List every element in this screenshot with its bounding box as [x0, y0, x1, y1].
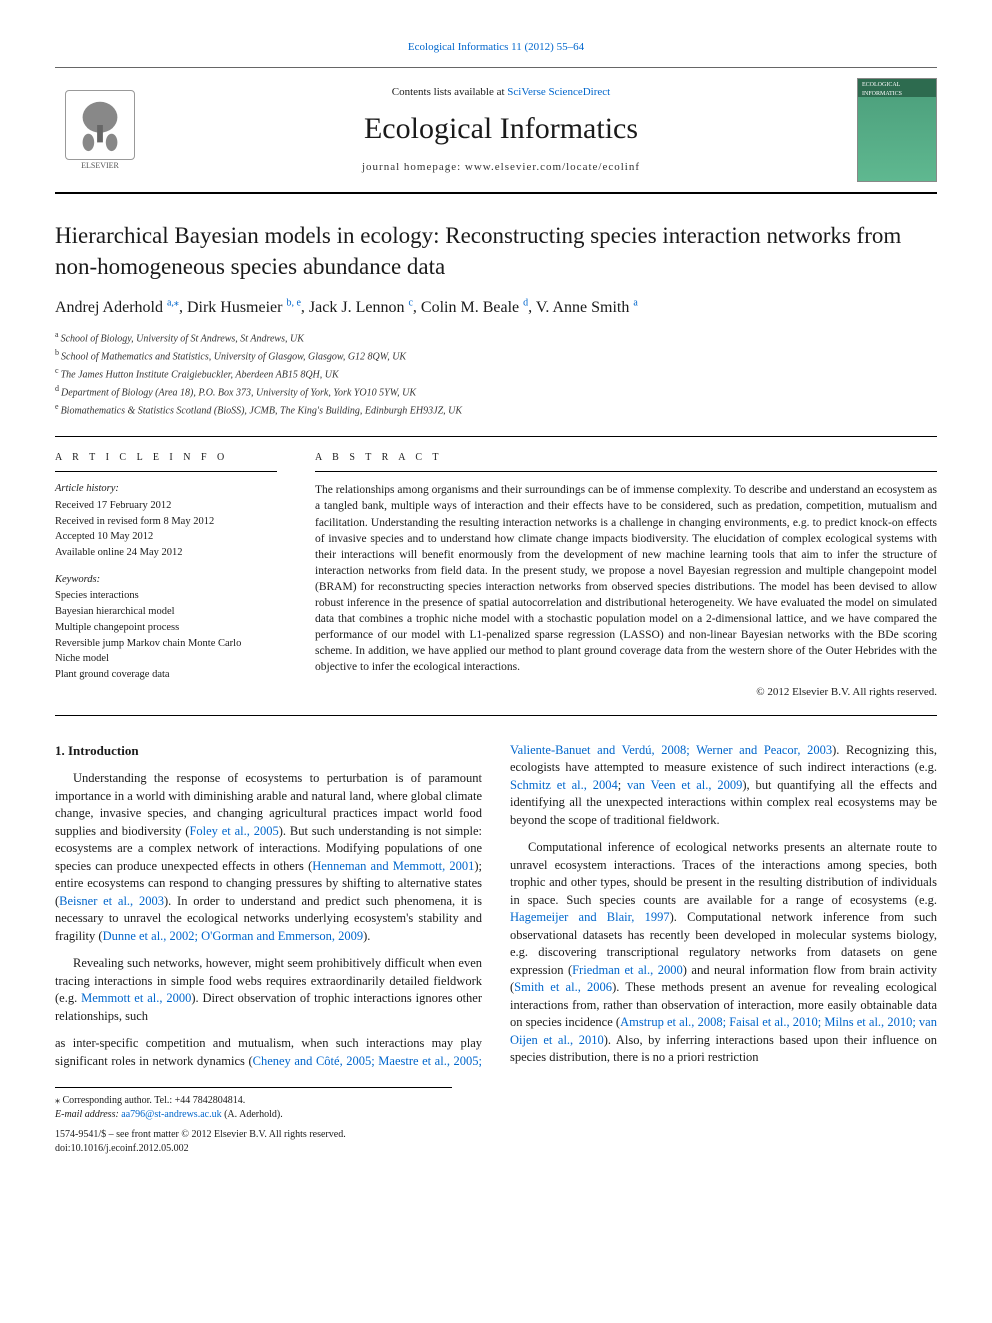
- affil-link[interactable]: d: [523, 297, 528, 308]
- body-columns: 1. Introduction Understanding the respon…: [55, 742, 937, 1074]
- affil-link[interactable]: a: [633, 297, 637, 308]
- affil-link[interactable]: b, e: [286, 297, 300, 308]
- ref-link[interactable]: Friedman et al., 2000: [572, 963, 683, 977]
- copyright-line: © 2012 Elsevier B.V. All rights reserved…: [315, 685, 937, 700]
- author: Dirk Husmeier b, e: [187, 299, 301, 316]
- article-title: Hierarchical Bayesian models in ecology:…: [55, 220, 937, 282]
- body-paragraph: Computational inference of ecological ne…: [510, 839, 937, 1067]
- section-heading: 1. Introduction: [55, 742, 482, 760]
- ref-link[interactable]: Smith et al., 2006: [514, 980, 612, 994]
- author: Colin M. Beale d: [421, 299, 528, 316]
- article-info-block: A R T I C L E I N F O Article history: R…: [55, 436, 937, 716]
- journal-header: ELSEVIER Contents lists available at Sci…: [55, 67, 937, 194]
- ref-link[interactable]: Memmott et al., 2000: [81, 991, 191, 1005]
- elsevier-label: ELSEVIER: [81, 160, 119, 171]
- elsevier-tree-icon: [65, 90, 135, 160]
- history-label: Article history:: [55, 482, 277, 497]
- email-link[interactable]: aa796@st-andrews.ac.uk: [121, 1109, 221, 1120]
- contents-line: Contents lists available at SciVerse Sci…: [165, 85, 837, 100]
- affil-link[interactable]: c: [408, 297, 412, 308]
- ref-link[interactable]: Henneman and Memmott, 2001: [312, 859, 474, 873]
- body-paragraph: Understanding the response of ecosystems…: [55, 770, 482, 945]
- keyword: Bayesian hierarchical model: [55, 605, 277, 620]
- footnotes: ⁎ Corresponding author. Tel.: +44 784280…: [55, 1087, 452, 1122]
- journal-name: Ecological Informatics: [165, 108, 837, 150]
- keyword: Reversible jump Markov chain Monte Carlo: [55, 637, 277, 652]
- article-info-left: A R T I C L E I N F O Article history: R…: [55, 437, 295, 715]
- keyword: Plant ground coverage data: [55, 668, 277, 683]
- author: Andrej Aderhold a,⁎: [55, 299, 179, 316]
- top-citation: Ecological Informatics 11 (2012) 55–64: [55, 40, 937, 55]
- history-line: Available online 24 May 2012: [55, 546, 277, 561]
- homepage-line: journal homepage: www.elsevier.com/locat…: [165, 160, 837, 175]
- author: Jack J. Lennon c: [309, 299, 413, 316]
- ref-link[interactable]: Beisner et al., 2003: [59, 894, 164, 908]
- ref-link[interactable]: Dunne et al., 2002; O'Gorman and Emmerso…: [103, 929, 364, 943]
- history-line: Received in revised form 8 May 2012: [55, 515, 277, 530]
- keywords-label: Keywords:: [55, 573, 277, 588]
- ref-link[interactable]: Foley et al., 2005: [189, 824, 278, 838]
- elsevier-logo: ELSEVIER: [55, 80, 145, 180]
- keyword: Niche model: [55, 652, 277, 667]
- journal-cover-thumbnail: ECOLOGICAL INFORMATICS: [857, 78, 937, 182]
- abstract-block: A B S T R A C T The relationships among …: [295, 437, 937, 715]
- top-citation-link[interactable]: Ecological Informatics 11 (2012) 55–64: [408, 41, 584, 53]
- doi-link[interactable]: 10.1016/j.ecoinf.2012.05.002: [71, 1143, 189, 1154]
- affil-link[interactable]: a,⁎: [167, 297, 179, 308]
- ref-link[interactable]: Schmitz et al., 2004: [510, 778, 618, 792]
- keyword: Multiple changepoint process: [55, 621, 277, 636]
- ref-link[interactable]: Hagemeijer and Blair, 1997: [510, 910, 670, 924]
- history-line: Received 17 February 2012: [55, 499, 277, 514]
- authors-line: Andrej Aderhold a,⁎, Dirk Husmeier b, e,…: [55, 296, 937, 319]
- email-line: E-mail address: aa796@st-andrews.ac.uk (…: [55, 1108, 452, 1122]
- doi-line: doi:10.1016/j.ecoinf.2012.05.002: [55, 1142, 937, 1156]
- history-line: Accepted 10 May 2012: [55, 530, 277, 545]
- author: V. Anne Smith a: [536, 299, 638, 316]
- ref-link[interactable]: van Veen et al., 2009: [627, 778, 742, 792]
- issn-doi-block: 1574-9541/$ – see front matter © 2012 El…: [55, 1128, 937, 1156]
- body-paragraph: Revealing such networks, however, might …: [55, 955, 482, 1025]
- corresponding-author: ⁎ Corresponding author. Tel.: +44 784280…: [55, 1094, 452, 1108]
- affiliations: aSchool of Biology, University of St And…: [55, 329, 937, 418]
- keyword: Species interactions: [55, 589, 277, 604]
- scidirect-link[interactable]: SciVerse ScienceDirect: [507, 86, 610, 98]
- article-info-header: A R T I C L E I N F O: [55, 451, 277, 472]
- abstract-header: A B S T R A C T: [315, 451, 937, 472]
- issn-line: 1574-9541/$ – see front matter © 2012 El…: [55, 1128, 937, 1142]
- abstract-text: The relationships among organisms and th…: [315, 482, 937, 675]
